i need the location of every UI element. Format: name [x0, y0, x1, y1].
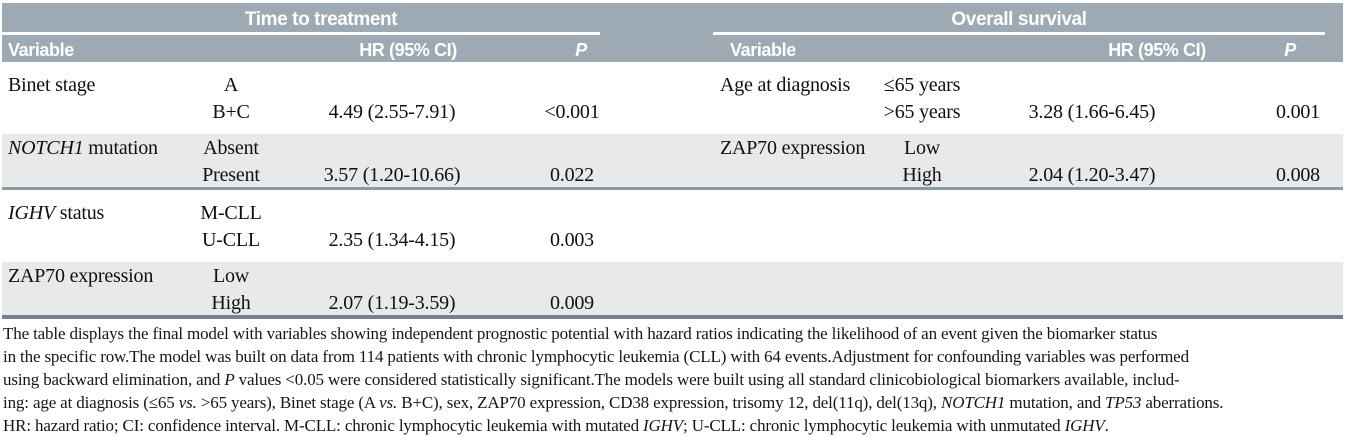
table-row: ZAP70 expression Low High 2.07 (1.19-3.5…	[2, 262, 1343, 315]
table-row: Binet stage A B+C 4.49 (2.55-7.91) <0.00…	[2, 62, 1343, 134]
cell-levels: Low High	[211, 265, 251, 314]
cell-levels: Low High	[902, 137, 942, 186]
table-body: Binet stage A B+C 4.49 (2.55-7.91) <0.00…	[2, 62, 1343, 319]
col-header-p-left: P	[575, 40, 587, 60]
cell-variable: Binet stage	[8, 74, 96, 96]
cell-p-value: 0.022	[549, 164, 594, 186]
cell-p-value: <0.001	[544, 101, 600, 123]
col-header-variable-left: Variable	[8, 40, 74, 60]
spanning-title-overall-survival: Overall survival	[951, 9, 1087, 30]
cell-hr: 4.49 (2.55-7.91)	[328, 101, 456, 123]
table-bottom-rule	[2, 315, 1343, 319]
table-header-band: Time to treatment Overall survival Varia…	[2, 3, 1343, 62]
cell-hr: 2.07 (1.19-3.59)	[328, 292, 456, 314]
table-row: NOTCH1 mutation Absent Present 3.57 (1.2…	[2, 134, 1343, 187]
cell-hr: 2.35 (1.34-4.15)	[328, 229, 456, 251]
cell-p-value: 0.009	[549, 292, 594, 314]
col-header-hr-right: HR (95% CI)	[1108, 40, 1206, 60]
cell-variable: Age at diagnosis	[720, 74, 851, 96]
footnote-line: in the specific row.The model was built …	[3, 347, 1189, 366]
footnote-line: HR: hazard ratio; CI: confidence interva…	[3, 416, 1109, 435]
cell-levels: ≤65 years >65 years	[883, 74, 961, 123]
cell-p-value: 0.008	[1275, 164, 1320, 186]
cell-hr: 3.28 (1.66-6.45)	[1028, 101, 1156, 123]
cell-levels: M-CLL U-CLL	[200, 202, 262, 251]
footnote-line: ing: age at diagnosis (≤65 vs. >65 years…	[3, 393, 1224, 412]
table-footnote: The table displays the final model with …	[3, 322, 1349, 437]
col-header-variable-right: Variable	[730, 40, 796, 60]
cell-variable: IGHV status	[8, 202, 105, 224]
table-row: IGHV status M-CLL U-CLL 2.35 (1.34-4.15)…	[2, 190, 1343, 262]
col-header-p-right: P	[1284, 40, 1296, 60]
cell-variable: ZAP70 expression	[8, 265, 154, 287]
cell-variable: ZAP70 expression	[720, 137, 866, 159]
header-underline-right	[713, 32, 1325, 35]
footnote-line: using backward elimination, and P values…	[3, 370, 1180, 389]
col-header-hr-left: HR (95% CI)	[359, 40, 457, 60]
cell-levels: A B+C	[212, 74, 250, 123]
spanning-title-time-to-treatment: Time to treatment	[244, 9, 398, 30]
cell-p-value: 0.001	[1275, 101, 1320, 123]
cell-levels: Absent Present	[202, 137, 260, 186]
row-divider-rule	[2, 187, 1343, 190]
cell-variable: NOTCH1 mutation	[8, 137, 158, 159]
cell-p-value: 0.003	[549, 229, 594, 251]
header-underline-left	[2, 32, 600, 35]
cell-hr: 2.04 (1.20-3.47)	[1028, 164, 1156, 186]
cell-hr: 3.57 (1.20-10.66)	[323, 164, 461, 186]
footnote-line: The table displays the final model with …	[3, 324, 1158, 343]
